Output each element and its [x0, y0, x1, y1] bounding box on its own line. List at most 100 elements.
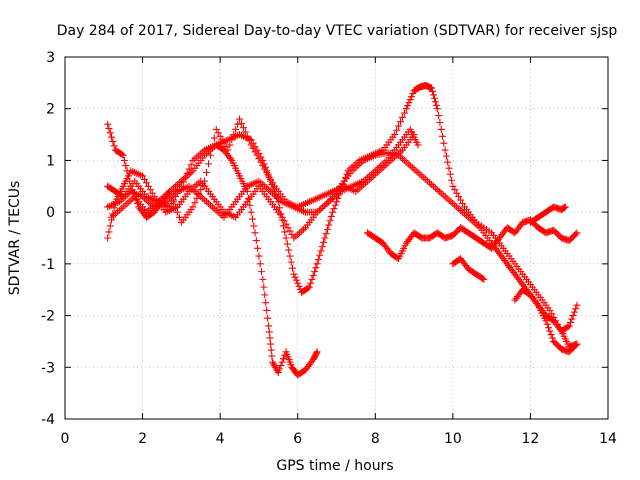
data-point — [568, 315, 576, 323]
data-point — [268, 352, 276, 360]
x-tick-label: 14 — [599, 431, 617, 447]
data-point — [232, 125, 240, 133]
data-point — [441, 146, 449, 154]
data-point — [572, 230, 580, 238]
data-point — [241, 128, 249, 136]
data-point — [248, 215, 256, 223]
data-point — [437, 125, 445, 133]
data-point — [239, 124, 247, 132]
data-point — [309, 271, 317, 279]
data-point — [279, 355, 287, 363]
data-point — [561, 203, 569, 211]
y-tick-label: 0 — [46, 205, 55, 221]
data-point — [428, 84, 436, 92]
data-point — [307, 279, 315, 287]
data-point — [168, 193, 176, 201]
y-tick-label: 3 — [46, 50, 55, 66]
data-point — [206, 151, 214, 159]
data-point — [404, 102, 412, 110]
data-point — [260, 160, 268, 168]
data-point — [104, 120, 112, 128]
data-point — [106, 129, 114, 137]
data-point — [109, 137, 117, 145]
data-point — [286, 252, 294, 260]
data-point — [546, 327, 554, 335]
data-point — [265, 322, 273, 330]
data-point — [258, 268, 266, 276]
series-track-6 — [364, 216, 581, 263]
data-point — [448, 176, 456, 184]
data-point — [396, 118, 404, 126]
data-point — [210, 134, 218, 142]
x-tick-label: 2 — [138, 431, 147, 447]
data-point — [318, 243, 326, 251]
data-point — [259, 275, 267, 283]
data-point — [105, 228, 113, 236]
data-point — [266, 334, 274, 342]
data-point — [105, 125, 113, 133]
data-point — [237, 119, 245, 127]
data-point — [287, 258, 295, 266]
data-point — [323, 225, 331, 233]
data-point — [331, 201, 339, 209]
data-point — [322, 230, 330, 238]
data-point — [409, 90, 417, 98]
data-point — [405, 99, 413, 107]
data-point — [264, 314, 272, 322]
y-tick-label: 2 — [46, 102, 55, 118]
data-point — [325, 221, 333, 229]
data-point — [312, 349, 320, 357]
data-point — [446, 170, 454, 178]
data-point — [274, 368, 282, 376]
data-point — [407, 93, 415, 101]
data-point — [573, 301, 581, 309]
x-tick-label: 4 — [216, 431, 225, 447]
x-tick-label: 0 — [61, 431, 70, 447]
data-point — [304, 284, 312, 292]
data-point — [106, 222, 114, 230]
data-point — [283, 240, 291, 248]
data-point — [108, 133, 116, 141]
series-track-9 — [526, 203, 569, 226]
data-point — [265, 174, 273, 182]
data-point — [243, 132, 251, 140]
data-point — [292, 276, 300, 284]
data-point — [289, 264, 297, 272]
data-point — [429, 91, 437, 99]
series-track-3 — [104, 149, 581, 356]
data-point — [278, 358, 286, 366]
data-point — [183, 169, 191, 177]
data-point — [195, 190, 203, 198]
data-point — [110, 142, 118, 150]
series-track-8 — [511, 286, 581, 351]
data-point — [118, 150, 126, 158]
data-point — [440, 139, 448, 147]
data-point — [260, 283, 268, 291]
data-point — [230, 131, 238, 139]
data-point — [179, 178, 187, 186]
data-point — [234, 120, 242, 128]
data-point — [391, 131, 399, 139]
data-point — [393, 126, 401, 134]
data-point — [565, 322, 573, 330]
data-point — [109, 210, 117, 218]
data-points — [104, 81, 581, 379]
data-point — [313, 348, 321, 356]
data-point — [436, 119, 444, 127]
x-tick-label: 10 — [444, 431, 462, 447]
data-point — [330, 205, 338, 213]
data-point — [265, 328, 273, 336]
plot-frame — [64, 56, 609, 420]
data-point — [321, 234, 329, 242]
data-point — [433, 105, 441, 113]
data-point — [573, 229, 581, 237]
data-point — [313, 260, 321, 268]
data-point — [122, 162, 130, 170]
data-point — [430, 94, 438, 102]
data-point — [276, 365, 284, 373]
data-point — [276, 204, 284, 212]
y-tick-label: -3 — [41, 360, 55, 376]
data-point — [294, 279, 302, 287]
data-point — [185, 165, 193, 173]
